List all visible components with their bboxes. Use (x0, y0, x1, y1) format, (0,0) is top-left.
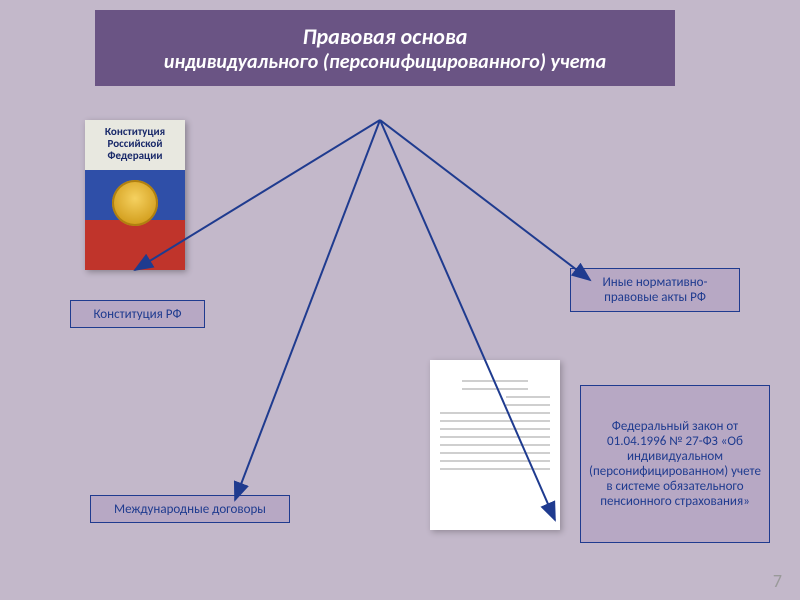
document-image (430, 360, 560, 530)
node-other-acts: Иные нормативно-правовые акты РФ (570, 268, 740, 312)
constitution-book-image: Конституция Российской Федерации (85, 120, 185, 270)
node-federal-law: Федеральный закон от 01.04.1996 № 27-ФЗ … (580, 385, 770, 543)
book-cover-title: Конституция Российской Федерации (85, 126, 185, 162)
node-constitution-label: Конституция РФ (93, 307, 181, 322)
page-number: 7 (773, 570, 782, 592)
coat-of-arms-icon (112, 180, 158, 226)
node-other-acts-label: Иные нормативно-правовые акты РФ (579, 275, 731, 305)
title-line-1: Правовая основа (303, 23, 468, 50)
node-international-treaties: Международные договоры (90, 495, 290, 523)
title-line-2: индивидуального (персонифицированного) у… (164, 50, 606, 74)
slide-title: Правовая основа индивидуального (персони… (95, 10, 675, 86)
node-constitution: Конституция РФ (70, 300, 205, 328)
node-intl-label: Международные договоры (114, 502, 266, 517)
node-fedlaw-label: Федеральный закон от 01.04.1996 № 27-ФЗ … (589, 419, 761, 509)
